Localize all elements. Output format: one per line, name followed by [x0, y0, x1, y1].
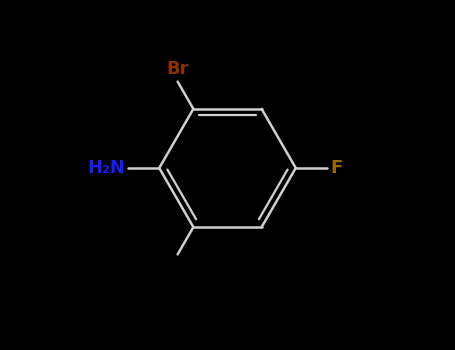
Text: H₂N: H₂N [87, 159, 125, 177]
Text: F: F [330, 159, 342, 177]
Text: Br: Br [167, 60, 189, 78]
